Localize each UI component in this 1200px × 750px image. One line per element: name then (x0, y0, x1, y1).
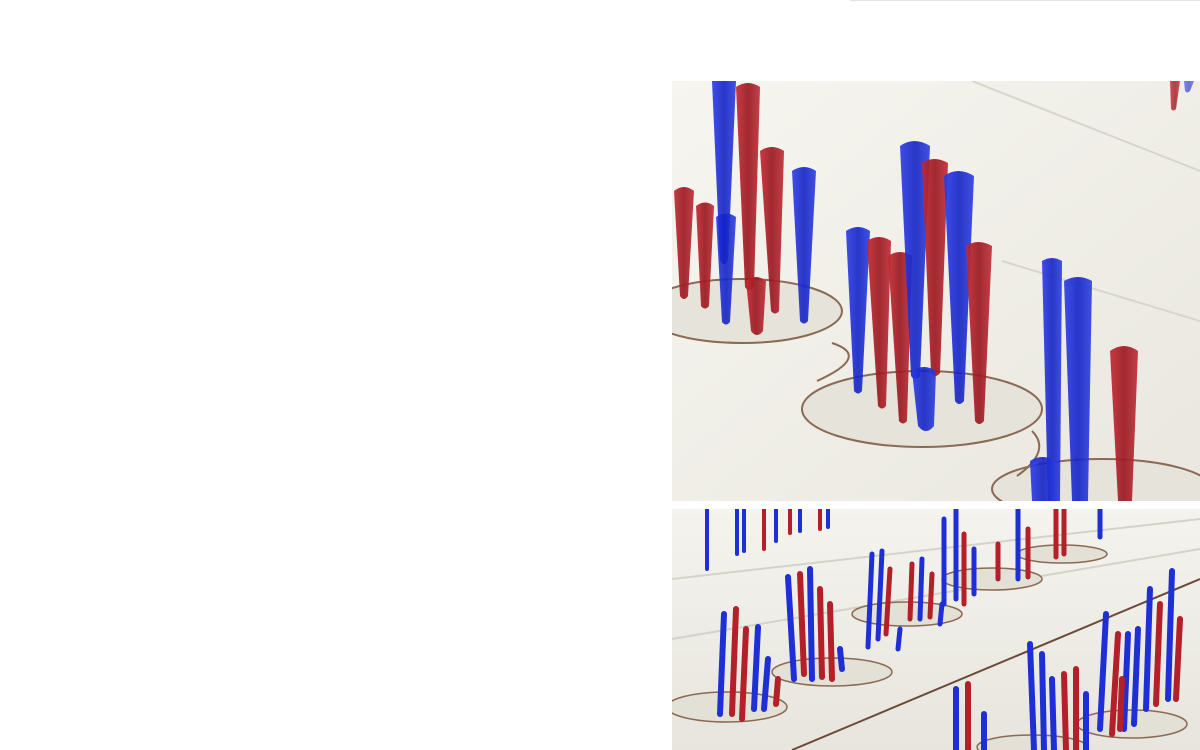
overview-illustration (672, 509, 1200, 750)
acrylic-pieces-closeup-photo (672, 81, 1200, 501)
closeup-illustration (672, 81, 1200, 501)
cluster-2-pieces (846, 141, 992, 431)
cluster-3-pieces (1030, 81, 1194, 501)
top-rule-divider (850, 0, 1200, 1)
overview-pieces (705, 509, 1183, 750)
cluster-1-pieces (674, 81, 816, 335)
acrylic-pieces-board-overview-photo (672, 509, 1200, 750)
